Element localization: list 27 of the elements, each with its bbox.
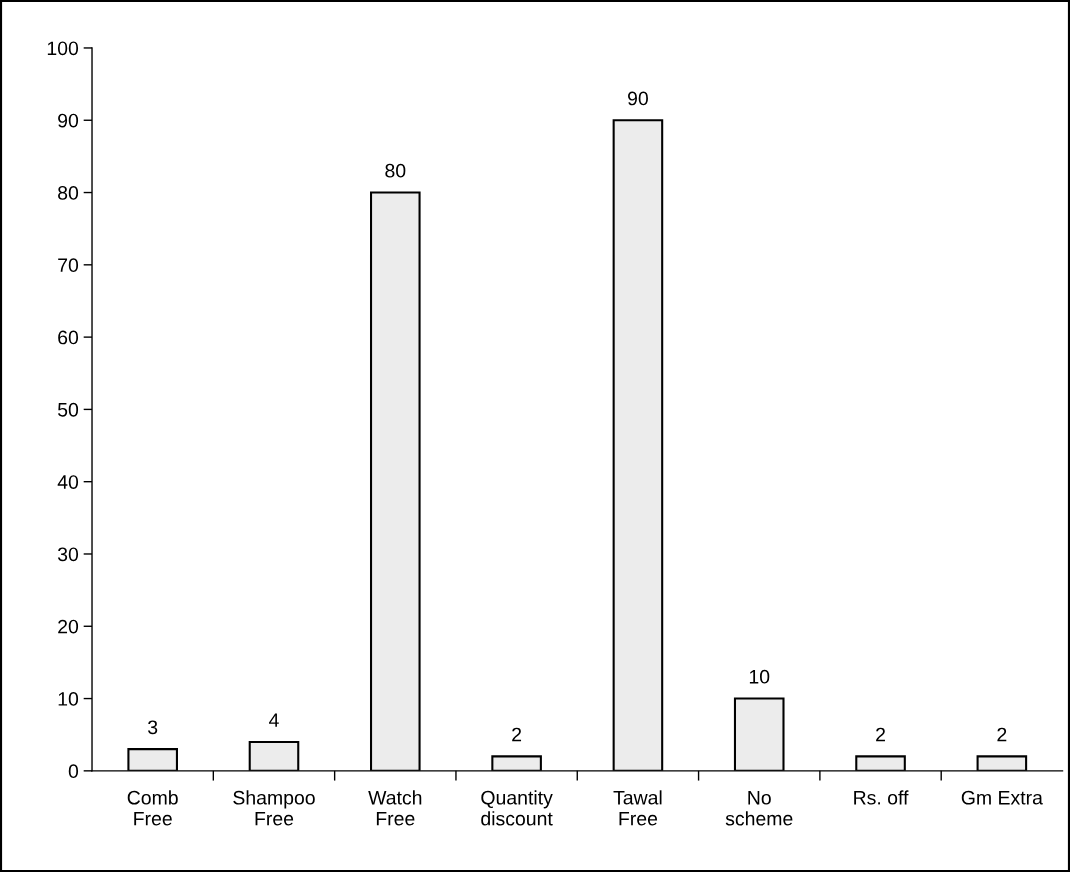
y-tick-label: 70 xyxy=(58,258,79,273)
y-tick-label: 60 xyxy=(58,330,79,345)
y-tick-label: 100 xyxy=(47,41,79,56)
x-tick-label: Gm Extra xyxy=(961,790,1043,805)
data-label: 10 xyxy=(749,669,770,684)
y-tick-label: 10 xyxy=(58,692,79,706)
x-tick-label: Shampoo Free xyxy=(233,790,315,826)
y-tick-label: 30 xyxy=(57,547,79,562)
data-label: 2 xyxy=(876,727,885,742)
x-tick-label: Quantity discount xyxy=(481,790,553,826)
x-tick-label: Watch Free xyxy=(368,790,422,826)
x-tick-label: Tawal Free xyxy=(613,790,662,826)
data-label: 2 xyxy=(997,727,1007,742)
y-tick-label: 20 xyxy=(58,619,79,634)
data-label: 4 xyxy=(269,713,279,727)
data-label: 2 xyxy=(512,727,522,742)
y-tick-label: 80 xyxy=(58,186,79,200)
x-tick-label: Comb Free xyxy=(127,790,178,826)
y-tick-label: 50 xyxy=(57,402,79,417)
data-label: 3 xyxy=(148,720,158,735)
data-label: 80 xyxy=(385,163,406,178)
y-tick-label: 40 xyxy=(57,475,79,489)
data-label: 90 xyxy=(628,91,648,106)
x-tick-label: Rs. off xyxy=(854,790,909,805)
x-tick-label: No scheme xyxy=(725,791,793,826)
y-tick-label: 90 xyxy=(58,113,79,128)
y-tick-label: 0 xyxy=(68,764,79,779)
